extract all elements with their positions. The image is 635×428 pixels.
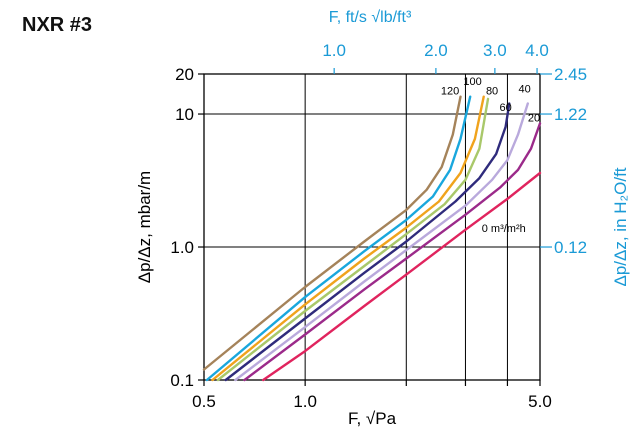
x-axis-label-bottom: F, √Pa [348, 409, 397, 428]
series-line [243, 122, 542, 382]
x-axis-label-top: F, ft/s √lb/ft³ [329, 9, 412, 26]
series-line [216, 97, 490, 382]
x-tick-label-top: 1.0 [322, 41, 346, 60]
x-tick-label-top: 4.0 [525, 41, 549, 60]
curve-label: 80 [486, 86, 498, 98]
y-tick-label-left: 20 [175, 65, 194, 84]
y-tick-label-left: 0.1 [170, 371, 194, 390]
tick-group: 0.5 1.0 5.0 1.0 2.0 3.0 4.0 0.1 1.0 10 20 0.12 1.22 2… [170, 41, 587, 411]
y-tick-label-right: 2.45 [554, 65, 587, 84]
y-axis-label-left: Δp/Δz, mbar/m [135, 171, 154, 283]
y-tick-label-left: 10 [175, 105, 194, 124]
page-title: NXR #3 [22, 14, 93, 36]
y-tick-label-left: 1.0 [170, 238, 194, 257]
curve-label: 0 m³/m²h [482, 223, 526, 235]
series-line [205, 95, 472, 382]
x-tick-label-top: 2.0 [424, 41, 448, 60]
curve-label: 60 [499, 102, 511, 114]
y-tick-label-right: 0.12 [554, 238, 587, 257]
x-tick-label-bottom: 1.0 [293, 392, 317, 411]
x-tick-label-bottom: 5.0 [528, 392, 552, 411]
axis-label-group: F, √Pa F, ft/s √lb/ft³ Δp/Δz, mbar/m Δp/Δz,… [135, 9, 630, 428]
curve-label: 20 [528, 112, 540, 124]
series-line [234, 102, 529, 382]
x-tick-label-top: 3.0 [483, 41, 507, 60]
curve-label: 120 [441, 86, 459, 98]
series-line [224, 102, 511, 382]
series-line [262, 171, 542, 382]
series-line [211, 95, 485, 382]
series-line [202, 95, 462, 371]
y-axis-label-right: Δp/Δz, in H₂O/ft [611, 167, 630, 286]
curve-label: 100 [463, 76, 481, 88]
curve-label: 40 [519, 84, 531, 96]
plot-frame [203, 73, 541, 381]
series-group [202, 95, 542, 382]
y-tick-label-right: 1.22 [554, 105, 587, 124]
x-tick-label-bottom: 0.5 [192, 392, 216, 411]
